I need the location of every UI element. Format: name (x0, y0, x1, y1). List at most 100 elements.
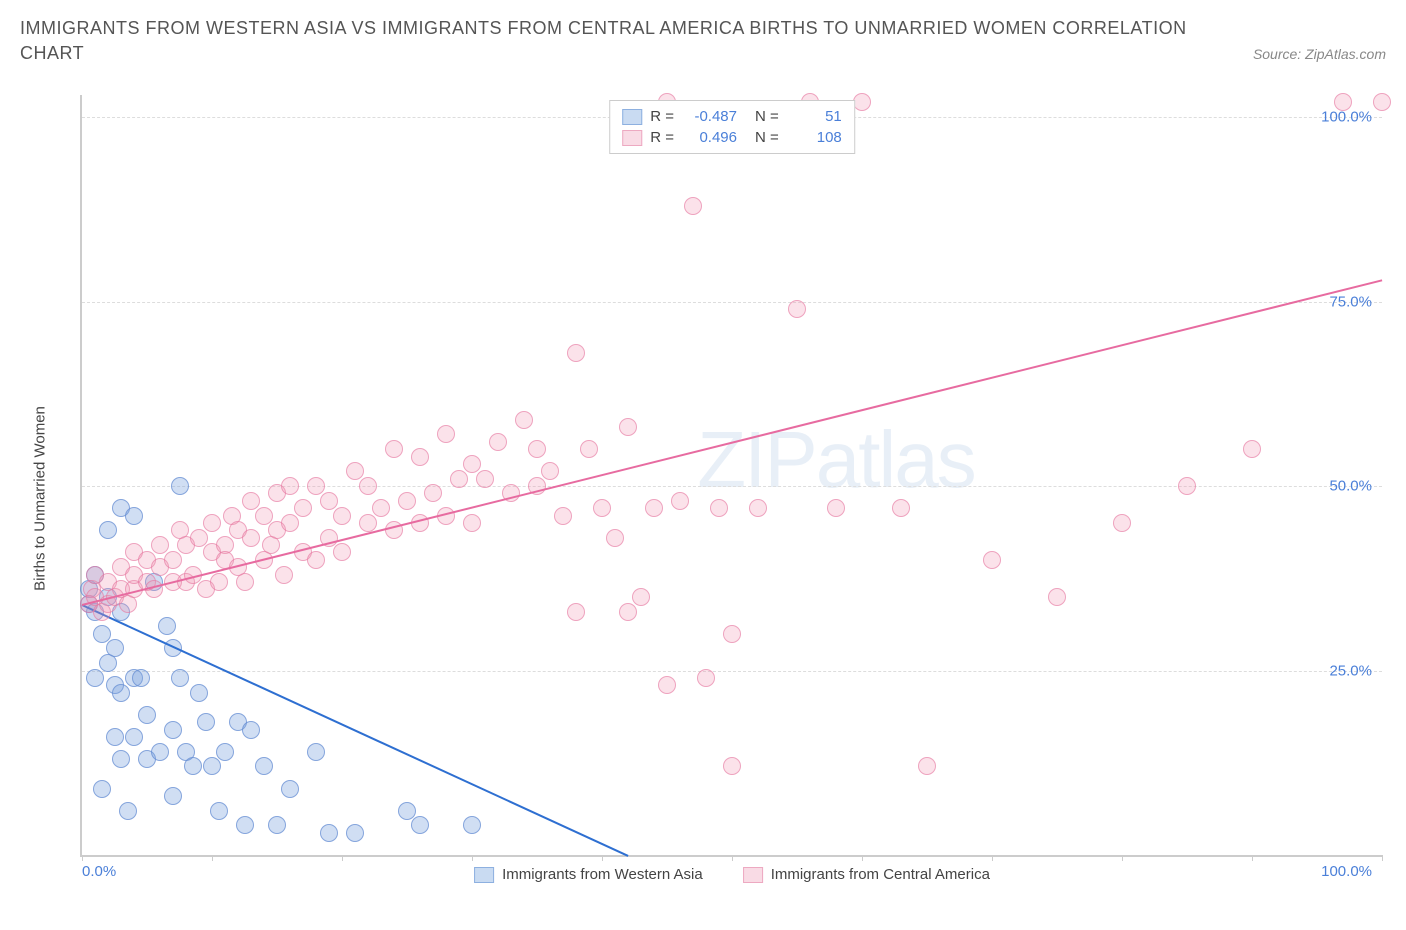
scatter-point (983, 551, 1001, 569)
x-max-label: 100.0% (1321, 863, 1372, 880)
scatter-point (788, 300, 806, 318)
scatter-point (723, 757, 741, 775)
stats-row: R =0.496N =108 (622, 127, 842, 148)
scatter-point (671, 492, 689, 510)
x-tick (602, 855, 603, 861)
chart-title-line2: CHART (20, 43, 84, 64)
r-value: -0.487 (682, 108, 737, 125)
scatter-point (567, 344, 585, 362)
scatter-point (125, 728, 143, 746)
scatter-point (216, 743, 234, 761)
scatter-point (151, 743, 169, 761)
scatter-point (203, 514, 221, 532)
scatter-point (236, 816, 254, 834)
scatter-point (190, 529, 208, 547)
scatter-point (749, 499, 767, 517)
gridline (82, 302, 1382, 303)
x-tick (342, 855, 343, 861)
gridline (82, 671, 1382, 672)
scatter-point (632, 588, 650, 606)
scatter-point (606, 529, 624, 547)
scatter-point (684, 197, 702, 215)
scatter-point (190, 684, 208, 702)
scatter-point (203, 757, 221, 775)
x-tick (732, 855, 733, 861)
scatter-point (164, 787, 182, 805)
scatter-point (385, 440, 403, 458)
legend-label: Immigrants from Central America (771, 866, 990, 883)
scatter-point (171, 477, 189, 495)
scatter-point (1373, 93, 1391, 111)
scatter-point (645, 499, 663, 517)
x-tick (862, 855, 863, 861)
scatter-point (242, 529, 260, 547)
legend-swatch (622, 130, 642, 146)
scatter-point (398, 802, 416, 820)
scatter-point (619, 603, 637, 621)
scatter-point (619, 418, 637, 436)
scatter-point (210, 802, 228, 820)
scatter-point (398, 492, 416, 510)
scatter-point (372, 499, 390, 517)
scatter-point (106, 639, 124, 657)
scatter-point (307, 477, 325, 495)
scatter-point (411, 448, 429, 466)
scatter-point (333, 507, 351, 525)
scatter-point (320, 824, 338, 842)
scatter-point (112, 684, 130, 702)
x-min-label: 0.0% (82, 863, 116, 880)
scatter-point (827, 499, 845, 517)
x-tick (992, 855, 993, 861)
scatter-point (99, 521, 117, 539)
n-value: 108 (787, 129, 842, 146)
scatter-point (255, 757, 273, 775)
bottom-legend: Immigrants from Western Asia Immigrants f… (474, 866, 990, 883)
scatter-point (333, 543, 351, 561)
scatter-point (450, 470, 468, 488)
scatter-point (242, 721, 260, 739)
scatter-point (255, 507, 273, 525)
scatter-point (93, 625, 111, 643)
chart-title-line1: IMMIGRANTS FROM WESTERN ASIA VS IMMIGRAN… (0, 0, 1406, 43)
scatter-point (411, 816, 429, 834)
legend-swatch (622, 109, 642, 125)
scatter-point (171, 669, 189, 687)
scatter-point (307, 743, 325, 761)
scatter-point (359, 514, 377, 532)
y-tick-label: 50.0% (1329, 478, 1372, 495)
r-value: 0.496 (682, 129, 737, 146)
x-tick (472, 855, 473, 861)
scatter-point (892, 499, 910, 517)
scatter-point (281, 477, 299, 495)
x-tick (82, 855, 83, 861)
scatter-point (307, 551, 325, 569)
scatter-point (158, 617, 176, 635)
chart-container: Births to Unmarried Women ZIPatlas R =-0… (50, 95, 1386, 885)
scatter-point (164, 721, 182, 739)
scatter-point (528, 440, 546, 458)
r-label: R = (650, 108, 674, 125)
scatter-point (541, 462, 559, 480)
y-tick-label: 25.0% (1329, 662, 1372, 679)
plot-area: ZIPatlas R =-0.487N =51R =0.496N =108 Im… (80, 95, 1382, 857)
scatter-point (184, 757, 202, 775)
scatter-point (138, 706, 156, 724)
legend-swatch (474, 867, 494, 883)
scatter-point (236, 573, 254, 591)
scatter-point (710, 499, 728, 517)
scatter-point (320, 492, 338, 510)
scatter-point (918, 757, 936, 775)
stats-legend: R =-0.487N =51R =0.496N =108 (609, 100, 855, 154)
scatter-point (346, 462, 364, 480)
y-tick-label: 75.0% (1329, 293, 1372, 310)
scatter-point (554, 507, 572, 525)
scatter-point (281, 780, 299, 798)
scatter-point (268, 816, 286, 834)
scatter-point (119, 802, 137, 820)
scatter-point (275, 566, 293, 584)
scatter-point (723, 625, 741, 643)
scatter-point (1048, 588, 1066, 606)
scatter-point (294, 499, 312, 517)
legend-item: Immigrants from Western Asia (474, 866, 703, 883)
x-tick (212, 855, 213, 861)
